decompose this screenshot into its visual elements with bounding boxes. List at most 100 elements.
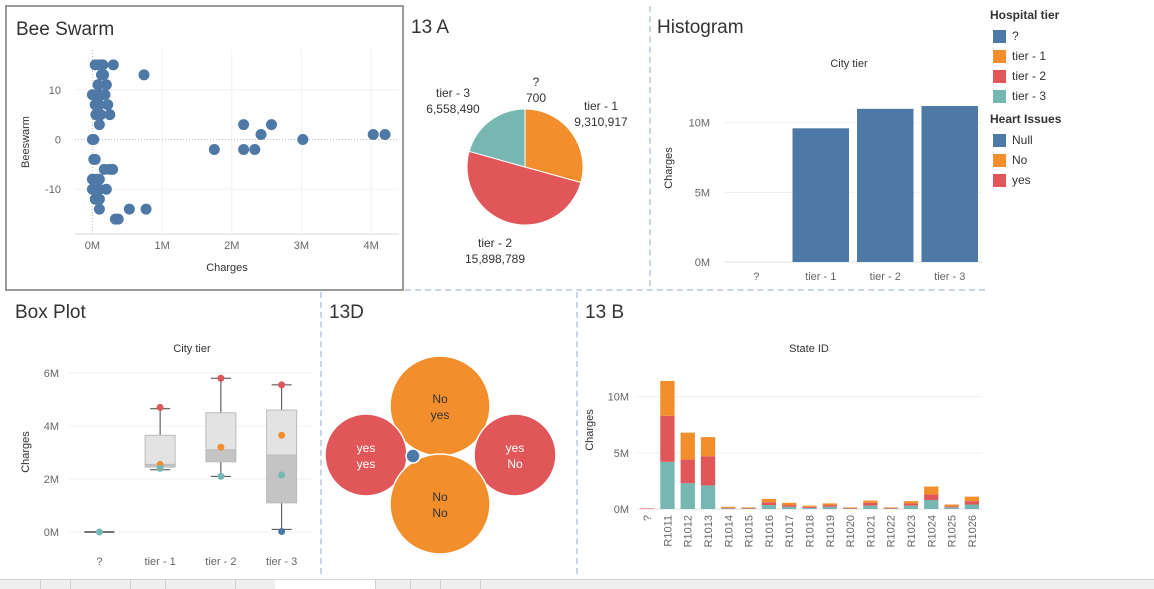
data-point <box>100 79 112 91</box>
y-tick-label: 10M <box>689 118 710 130</box>
stacked-bar-segment <box>903 505 919 509</box>
x-tick-label: R1012 <box>683 515 695 547</box>
legend-swatch <box>993 133 1006 147</box>
data-point <box>89 153 101 165</box>
stacked-bar-chart[interactable]: State ID 10M 5M 0M Charges? R1011 R1012 R1013 R1… <box>579 335 989 579</box>
legend-label: ? <box>1012 29 1019 43</box>
histogram-title: Histogram <box>657 17 744 38</box>
sheet-tab[interactable] <box>40 580 71 589</box>
legend-item-no[interactable]: No <box>985 150 1150 170</box>
y-tick-label: 5M <box>614 448 629 460</box>
stacked-bar-segment <box>924 486 939 495</box>
stacked-bar-segment <box>802 507 817 509</box>
bubble-label: No <box>432 392 448 406</box>
legend-item-yes[interactable]: yes <box>985 170 1150 190</box>
stacked-bar-segment <box>842 508 858 509</box>
bubbles-chart[interactable]: No yes yes yes yes No No No <box>322 352 574 578</box>
sheet-tab[interactable] <box>440 580 481 589</box>
legend-title-heart-issues: Heart Issues <box>990 112 1062 126</box>
legend-item-unknown[interactable]: ? <box>985 26 1150 46</box>
data-point <box>102 99 114 111</box>
sheet-tab[interactable] <box>375 580 411 589</box>
pie-slice <box>524 108 584 184</box>
histogram-chart[interactable]: City tier 10M 5M 0M Charges? tier - 1 tier - 2… <box>652 48 985 288</box>
y-tick-label: 0M <box>614 504 629 516</box>
x-tick-label: R1018 <box>805 515 817 547</box>
legend-group-hospital-tier: Hospital tier ? tier - 1 tier - 2 tier -… <box>985 8 1150 106</box>
y-axis-title: Beeswarm <box>20 116 32 168</box>
sheet-tab[interactable] <box>130 580 166 589</box>
data-point <box>297 134 309 146</box>
sheet-tab[interactable] <box>165 580 236 589</box>
sheet-tab[interactable] <box>70 580 131 589</box>
legend-item-null[interactable]: Null <box>985 130 1150 150</box>
histogram-bar <box>857 108 914 262</box>
x-axis-title: Charges <box>206 262 248 274</box>
stacked-bar-segment <box>741 507 756 508</box>
legend-label: tier - 1 <box>1012 49 1047 63</box>
beeswarm-chart[interactable]: 0M 1M 2M 3M 4M 10 0 -10 Charges Beeswarm <box>7 7 402 289</box>
sheet-tab[interactable] <box>0 580 41 589</box>
bubble-label: yes <box>506 441 525 455</box>
legend-label: tier - 3 <box>1012 89 1047 103</box>
legend-swatch <box>993 49 1006 63</box>
x-tick-label: R1016 <box>764 515 776 547</box>
box-dot <box>278 528 286 536</box>
data-point <box>107 59 119 71</box>
pie-label-name: tier - 3 <box>436 86 470 100</box>
stacked-bar-segment <box>822 505 837 507</box>
legend-item-tier-2[interactable]: tier - 2 <box>985 66 1150 86</box>
stacked-bar-segment <box>721 507 736 509</box>
data-point <box>99 89 111 101</box>
data-point <box>107 163 119 175</box>
legend-swatch <box>993 69 1006 83</box>
stacked-bar-segment <box>700 437 716 457</box>
boxplot-chart[interactable]: City tier 6M 4M 2M 0M Charges? tier - 1 tier - … <box>7 332 317 576</box>
sheet-tab-strip[interactable] <box>0 579 1154 589</box>
x-tick-label: R1023 <box>906 515 918 547</box>
x-tick-label: ? <box>642 515 654 521</box>
x-tick-label: 0M <box>85 240 100 252</box>
stacked-bar-segment <box>822 503 837 506</box>
box-dot <box>95 528 103 536</box>
x-tick-label: tier - 1 <box>145 556 176 568</box>
x-tick-label: tier - 3 <box>266 556 297 568</box>
x-tick-label: tier - 3 <box>934 271 965 283</box>
x-tick-label: 2M <box>224 240 239 252</box>
pie-label-value: 9,310,917 <box>574 115 628 129</box>
x-tick-label: 4M <box>363 240 378 252</box>
box-lower <box>205 449 237 463</box>
sheet-tab[interactable] <box>410 580 441 589</box>
stacked-bar-segment <box>802 506 817 508</box>
stacked-bar-segment <box>924 494 939 501</box>
legend-item-tier-3[interactable]: tier - 3 <box>985 86 1150 106</box>
legend-title-hospital-tier: Hospital tier <box>990 8 1060 22</box>
box-dot <box>278 381 286 389</box>
x-tick-label: ? <box>753 271 759 283</box>
pie-label-name: ? <box>533 75 540 89</box>
x-tick-label: R1011 <box>662 515 674 547</box>
pie-label-name: tier - 1 <box>584 99 618 113</box>
stacked-bar-segment <box>903 501 919 504</box>
stacked-bar-segment <box>782 505 797 507</box>
beeswarm-panel[interactable]: Bee Swarm <box>5 5 404 291</box>
legend-swatch <box>993 173 1006 187</box>
y-tick-label: 0M <box>695 257 710 269</box>
x-tick-label: R1021 <box>865 515 877 547</box>
data-point <box>93 203 105 215</box>
stacked-bar-segment <box>944 506 959 508</box>
sheet-tab-active[interactable] <box>275 580 376 589</box>
x-tick-label: R1020 <box>845 515 857 547</box>
pie-chart[interactable]: ? 700 tier - 1 9,310,917 tier - 2 15,898,789 t… <box>405 45 645 285</box>
data-point <box>138 69 150 81</box>
stacked-bar-segment <box>822 506 837 509</box>
box-dot <box>217 374 225 382</box>
box-dot <box>217 443 225 451</box>
stacked-bar-segment <box>761 505 777 509</box>
stacked-header: State ID <box>789 343 829 355</box>
legend-item-tier-1[interactable]: tier - 1 <box>985 46 1150 66</box>
data-point <box>140 203 152 215</box>
stacked-bar-segment <box>782 502 797 506</box>
boxplot-header: City tier <box>173 343 211 355</box>
y-axis-title: Charges <box>663 147 675 189</box>
